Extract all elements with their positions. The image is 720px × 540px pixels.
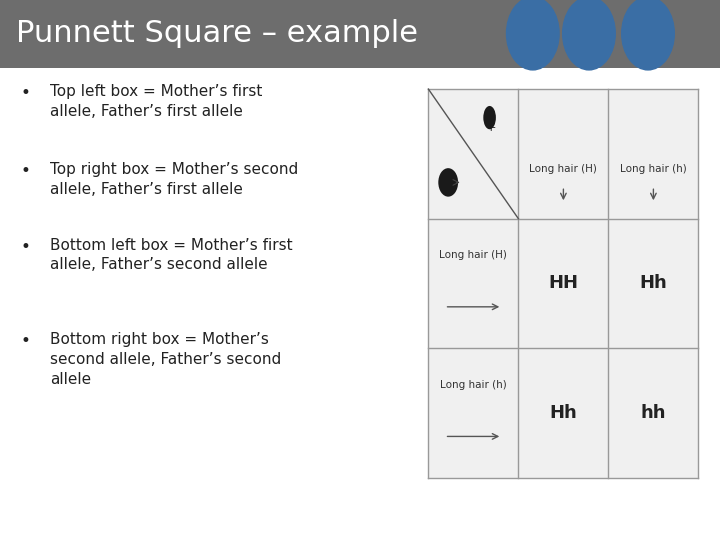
Text: •: • (20, 332, 30, 350)
Text: Long hair (h): Long hair (h) (620, 165, 687, 174)
Text: Bottom left box = Mother’s first
allele, Father’s second allele: Bottom left box = Mother’s first allele,… (50, 238, 293, 272)
Text: Hh: Hh (639, 274, 667, 293)
Ellipse shape (562, 0, 616, 71)
Text: Bottom right box = Mother’s
second allele, Father’s second
allele: Bottom right box = Mother’s second allel… (50, 332, 282, 387)
Text: Long hair (H): Long hair (H) (529, 165, 598, 174)
Ellipse shape (438, 168, 458, 197)
Text: +: + (486, 122, 497, 134)
Text: Punnett Square – example: Punnett Square – example (16, 19, 418, 48)
Ellipse shape (505, 0, 560, 71)
Text: Long hair (H): Long hair (H) (439, 250, 508, 260)
Text: Top left box = Mother’s first
allele, Father’s first allele: Top left box = Mother’s first allele, Fa… (50, 84, 263, 118)
Text: hh: hh (641, 404, 666, 422)
Ellipse shape (483, 106, 496, 129)
Text: HH: HH (549, 274, 578, 293)
Text: Long hair (h): Long hair (h) (440, 380, 507, 389)
Text: Hh: Hh (549, 404, 577, 422)
Ellipse shape (621, 0, 675, 71)
FancyBboxPatch shape (0, 0, 720, 68)
Text: Top right box = Mother’s second
allele, Father’s first allele: Top right box = Mother’s second allele, … (50, 162, 299, 197)
FancyBboxPatch shape (428, 89, 698, 478)
Text: •: • (20, 238, 30, 255)
Text: •: • (20, 84, 30, 102)
Text: •: • (20, 162, 30, 180)
